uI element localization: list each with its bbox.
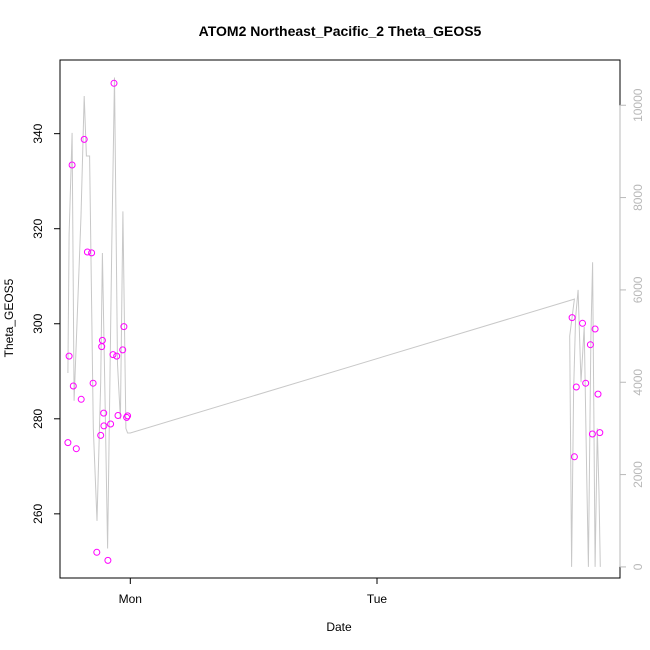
- data-point: [110, 79, 118, 87]
- data-point: [89, 379, 97, 387]
- data-point: [594, 390, 602, 398]
- data-point: [77, 395, 85, 403]
- data-point: [98, 336, 106, 344]
- data-point: [596, 429, 604, 437]
- left-tick-label: 320: [31, 218, 45, 238]
- data-point: [65, 352, 73, 360]
- data-point: [93, 548, 101, 556]
- data-point: [100, 422, 108, 430]
- left-y-axis: 260 280 300 320 340: [31, 123, 61, 524]
- data-point: [80, 135, 88, 143]
- data-point: [591, 325, 599, 333]
- right-tick-label: 2000: [631, 461, 645, 488]
- data-point: [113, 352, 121, 360]
- data-point: [107, 420, 115, 428]
- right-tick-label: 8000: [631, 184, 645, 211]
- data-point: [64, 439, 72, 447]
- data-point: [568, 314, 576, 322]
- x-axis: Mon Tue: [119, 577, 388, 606]
- x-tick-label: Mon: [119, 592, 142, 606]
- line-series: [67, 77, 601, 567]
- point-series: [64, 79, 604, 564]
- data-point: [586, 341, 594, 349]
- data-point: [88, 249, 96, 257]
- right-tick-label: 4000: [631, 369, 645, 396]
- left-tick-label: 280: [31, 408, 45, 428]
- data-point: [588, 430, 596, 438]
- data-point: [124, 412, 132, 420]
- x-axis-label: Date: [326, 620, 352, 634]
- data-point: [83, 248, 91, 256]
- right-y-axis: 0 2000 4000 6000 8000 10000: [619, 88, 645, 570]
- x-tick-label: Tue: [367, 592, 388, 606]
- data-point: [120, 323, 128, 331]
- data-point: [69, 382, 77, 390]
- data-point: [579, 319, 586, 327]
- left-tick-label: 260: [31, 504, 45, 524]
- data-point: [68, 161, 76, 169]
- right-tick-label: 6000: [631, 276, 645, 303]
- data-point: [114, 412, 122, 419]
- right-tick-label: 0: [631, 563, 645, 570]
- data-point: [570, 453, 578, 461]
- data-point: [72, 445, 80, 453]
- left-tick-label: 340: [31, 123, 45, 143]
- data-point: [582, 379, 590, 387]
- data-point: [572, 383, 580, 391]
- plot-frame: [59, 59, 621, 579]
- chart-title: ATOM2 Northeast_Pacific_2 Theta_GEOS5: [199, 23, 482, 39]
- series-line: [67, 77, 601, 567]
- data-point: [97, 431, 105, 439]
- left-tick-label: 300: [31, 313, 45, 333]
- data-point: [109, 351, 117, 359]
- data-point: [123, 413, 131, 421]
- y-axis-label: Theta_GEOS5: [2, 278, 16, 357]
- right-tick-label: 10000: [631, 88, 645, 122]
- data-point: [100, 409, 108, 417]
- data-point: [119, 346, 127, 354]
- data-point: [104, 556, 112, 564]
